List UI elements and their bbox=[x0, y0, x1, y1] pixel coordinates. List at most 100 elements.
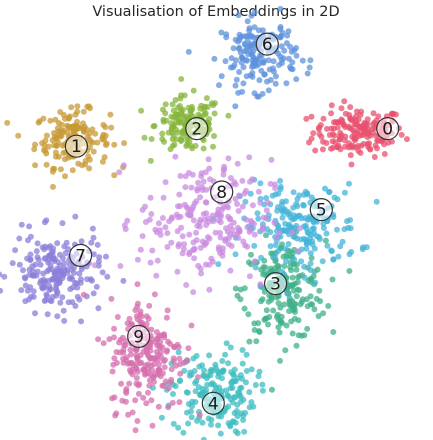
point-9 bbox=[119, 397, 126, 404]
point-3 bbox=[277, 319, 284, 326]
point-3 bbox=[253, 338, 260, 345]
point-1 bbox=[90, 148, 97, 155]
point-1 bbox=[31, 146, 38, 153]
point-6 bbox=[248, 50, 255, 57]
point-1 bbox=[86, 130, 93, 137]
point-5 bbox=[309, 226, 316, 233]
point-9 bbox=[161, 364, 168, 371]
point-8 bbox=[175, 203, 181, 210]
point-4 bbox=[215, 373, 222, 380]
point-2 bbox=[172, 97, 179, 103]
point-0 bbox=[354, 121, 361, 128]
point-1 bbox=[92, 130, 99, 137]
point-5 bbox=[331, 194, 338, 201]
point-8 bbox=[174, 268, 181, 275]
point-1 bbox=[54, 142, 60, 149]
point-8 bbox=[217, 234, 224, 241]
point-8 bbox=[148, 211, 155, 217]
point-3 bbox=[255, 328, 262, 334]
point-1 bbox=[57, 109, 64, 115]
point-6 bbox=[246, 42, 253, 49]
point-8 bbox=[208, 255, 215, 262]
point-2 bbox=[159, 136, 166, 142]
point-2 bbox=[210, 102, 217, 109]
point-1 bbox=[32, 162, 39, 169]
cluster-label-ring bbox=[127, 324, 151, 348]
point-5 bbox=[255, 215, 262, 222]
point-1 bbox=[53, 153, 59, 160]
point-6 bbox=[283, 40, 290, 47]
point-4 bbox=[204, 381, 211, 388]
point-2 bbox=[175, 119, 182, 126]
point-3 bbox=[309, 301, 316, 308]
point-0 bbox=[366, 140, 373, 147]
point-3 bbox=[346, 268, 353, 274]
point-1 bbox=[86, 144, 93, 151]
point-9 bbox=[134, 418, 141, 424]
point-8 bbox=[197, 244, 204, 251]
point-6 bbox=[235, 12, 242, 19]
point-3 bbox=[263, 232, 269, 239]
point-8 bbox=[220, 171, 227, 178]
point-7 bbox=[30, 288, 37, 295]
point-8 bbox=[219, 206, 226, 213]
point-7 bbox=[35, 256, 42, 263]
point-8 bbox=[260, 214, 267, 221]
point-2 bbox=[150, 123, 157, 130]
point-7 bbox=[33, 248, 40, 255]
point-0 bbox=[328, 110, 335, 117]
point-4 bbox=[239, 375, 245, 382]
point-4 bbox=[209, 380, 216, 387]
series-0 bbox=[303, 98, 410, 168]
point-1 bbox=[55, 128, 62, 135]
point-5 bbox=[294, 196, 301, 202]
point-7 bbox=[61, 267, 68, 274]
point-6 bbox=[211, 55, 218, 62]
point-3 bbox=[289, 274, 296, 281]
point-1 bbox=[108, 124, 115, 131]
point-7 bbox=[9, 260, 16, 267]
point-2 bbox=[178, 76, 185, 82]
point-5 bbox=[215, 261, 222, 268]
point-5 bbox=[271, 253, 278, 260]
point-8 bbox=[195, 179, 202, 186]
point-1 bbox=[86, 136, 93, 143]
point-7 bbox=[95, 305, 102, 312]
point-1 bbox=[59, 121, 65, 128]
point-7 bbox=[120, 277, 127, 284]
point-7 bbox=[21, 274, 28, 281]
point-6 bbox=[265, 87, 272, 94]
point-1 bbox=[74, 103, 81, 110]
point-1 bbox=[52, 116, 59, 123]
point-6 bbox=[243, 47, 250, 54]
point-0 bbox=[308, 113, 315, 120]
point-8 bbox=[177, 213, 184, 220]
point-8 bbox=[223, 203, 230, 209]
point-8 bbox=[198, 270, 205, 277]
point-7 bbox=[61, 317, 68, 324]
point-4 bbox=[243, 351, 250, 358]
point-7 bbox=[44, 311, 51, 318]
point-4 bbox=[180, 429, 187, 436]
point-9 bbox=[177, 370, 184, 377]
point-8 bbox=[246, 273, 253, 280]
point-0 bbox=[365, 128, 372, 135]
point-7 bbox=[44, 293, 50, 299]
point-4 bbox=[225, 360, 232, 367]
point-8 bbox=[203, 239, 210, 246]
point-9 bbox=[155, 403, 162, 410]
point-8 bbox=[188, 184, 195, 191]
cluster-label-8: 8 bbox=[216, 183, 227, 203]
point-7 bbox=[72, 213, 79, 220]
point-5 bbox=[291, 256, 298, 263]
cluster-label-3: 3 bbox=[270, 275, 281, 295]
point-5 bbox=[300, 235, 307, 242]
point-7 bbox=[47, 286, 54, 293]
point-8 bbox=[222, 237, 229, 244]
point-7 bbox=[18, 221, 25, 228]
point-9 bbox=[148, 397, 155, 404]
point-4 bbox=[199, 385, 206, 392]
cluster-label-1: 1 bbox=[71, 137, 82, 157]
point-4 bbox=[225, 393, 232, 400]
point-3 bbox=[315, 313, 322, 320]
